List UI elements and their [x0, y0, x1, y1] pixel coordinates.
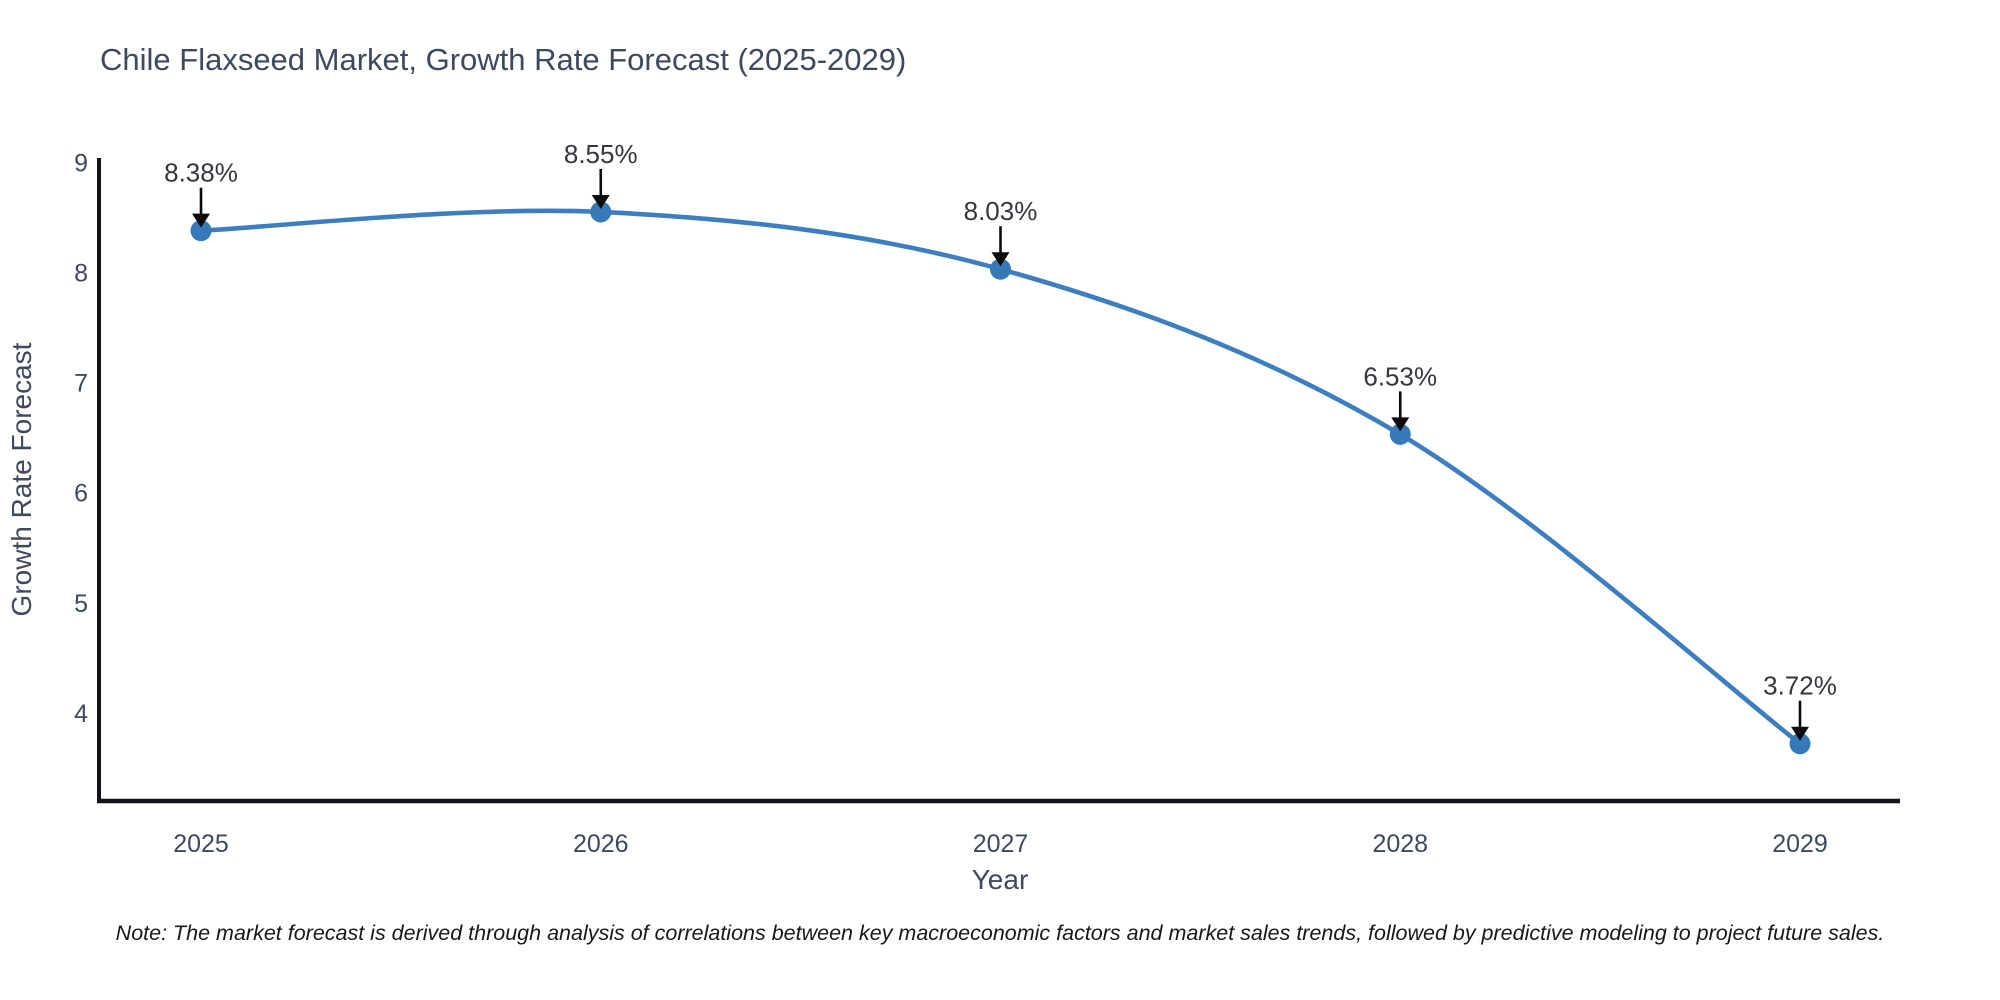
data-point-marker — [990, 258, 1011, 280]
x-tick-label: 2025 — [173, 830, 229, 858]
point-value-label: 8.03% — [964, 196, 1038, 226]
x-tick-label: 2028 — [1372, 830, 1428, 858]
y-tick-label: 5 — [74, 590, 88, 618]
annotation-arrow-head — [1791, 726, 1809, 741]
y-tick-label: 6 — [74, 480, 88, 508]
y-tick-label: 7 — [74, 370, 88, 398]
x-tick-label: 2026 — [573, 830, 629, 858]
x-axis-title: Year — [972, 864, 1029, 895]
annotation-arrow-head — [991, 252, 1010, 267]
point-value-label: 8.55% — [564, 139, 638, 169]
series-line — [198, 208, 1803, 747]
annotation-arrow-head — [192, 213, 210, 228]
annotation-arrow-head — [1391, 417, 1410, 432]
data-point-marker — [1389, 423, 1411, 445]
point-value-label: 6.53% — [1363, 361, 1437, 391]
data-point-marker — [590, 201, 612, 223]
data-point-marker — [190, 220, 212, 242]
point-value-label: 8.38% — [164, 158, 238, 188]
data-point-marker — [1789, 733, 1811, 755]
y-tick-label: 8 — [74, 260, 88, 288]
y-tick-label: 4 — [74, 700, 88, 728]
x-tick-label: 2029 — [1772, 830, 1828, 858]
chart-title: Chile Flaxseed Market, Growth Rate Forec… — [100, 42, 907, 77]
y-axis-title: Growth Rate Forecast — [6, 342, 37, 616]
x-tick-label: 2027 — [973, 830, 1029, 858]
point-value-label: 3.72% — [1763, 671, 1837, 701]
annotation-arrow-head — [591, 194, 610, 209]
y-tick-label: 9 — [74, 149, 88, 177]
footnote: Note: The market forecast is derived thr… — [115, 921, 1885, 945]
